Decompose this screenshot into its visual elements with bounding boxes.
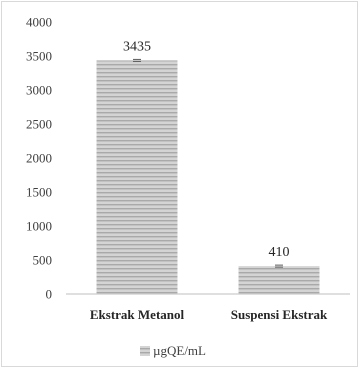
bars: 3435 410 xyxy=(96,39,320,294)
legend-label: µgQE/mL xyxy=(153,343,206,358)
error-bar xyxy=(275,264,283,268)
y-tick-label: 4000 xyxy=(26,15,52,30)
y-tick-label: 3000 xyxy=(26,83,52,98)
legend-swatch xyxy=(140,346,150,356)
bar-suspensi-ekstrak xyxy=(238,266,320,294)
y-tick-label: 1000 xyxy=(26,219,52,234)
y-tick-label: 2000 xyxy=(26,151,52,166)
y-tick-label: 1500 xyxy=(26,185,52,200)
chart-frame xyxy=(1,1,358,367)
x-category-label: Ekstrak Metanol xyxy=(90,307,185,322)
y-tick-label: 2500 xyxy=(26,117,52,132)
y-tick-label: 3500 xyxy=(26,49,52,64)
legend: µgQE/mL xyxy=(140,343,206,358)
x-axis-category-labels: Ekstrak Metanol Suspensi Ekstrak xyxy=(90,307,328,322)
x-category-label: Suspensi Ekstrak xyxy=(231,307,328,322)
y-tick-label: 500 xyxy=(33,253,53,268)
y-axis-tick-labels: 0 500 1000 1500 2000 2500 3000 3500 4000 xyxy=(26,15,52,302)
bar-ekstrak-metanol xyxy=(96,60,178,294)
y-tick-label: 0 xyxy=(46,287,53,302)
data-label: 3435 xyxy=(123,39,151,54)
error-bar xyxy=(133,58,141,62)
data-label: 410 xyxy=(269,245,290,260)
